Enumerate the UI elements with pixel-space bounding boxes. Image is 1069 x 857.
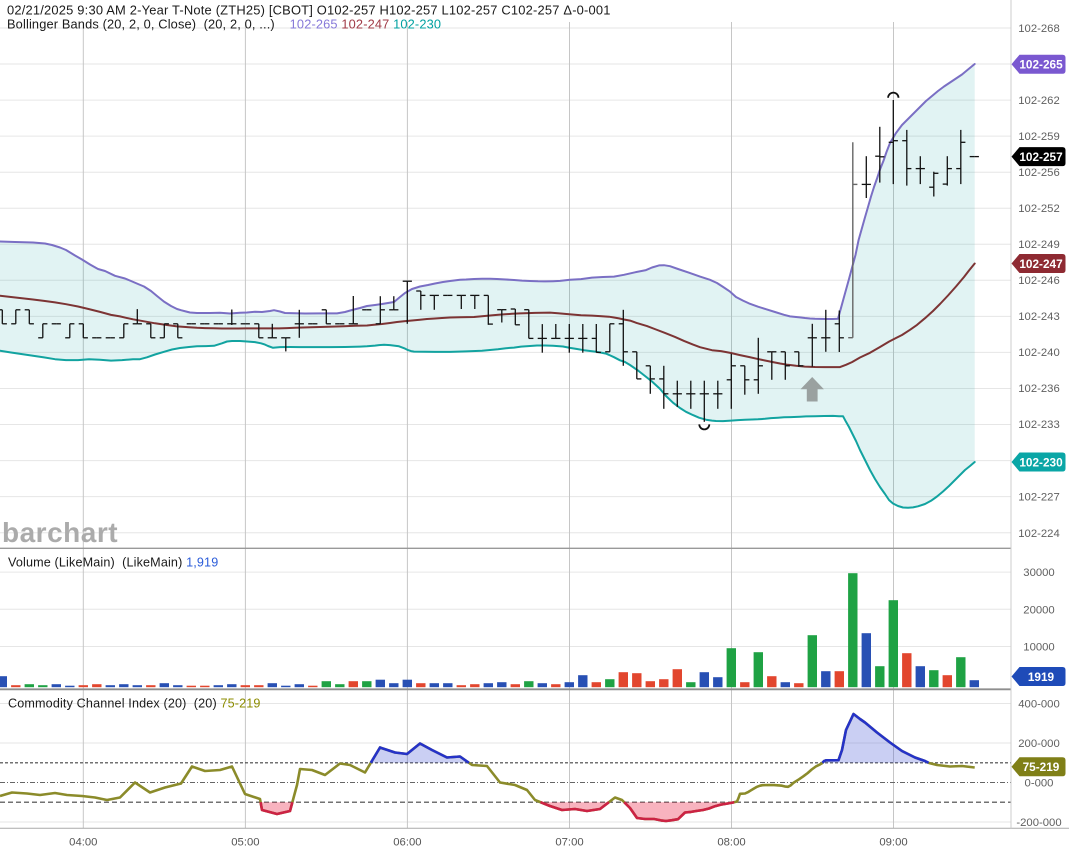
svg-text:102-247: 102-247 <box>1019 257 1063 271</box>
svg-text:102-233: 102-233 <box>1018 419 1059 431</box>
svg-text:102-259: 102-259 <box>1018 131 1059 143</box>
svg-text:102-227: 102-227 <box>1018 492 1059 504</box>
svg-text:Volume (LikeMain) (LikeMain): Volume (LikeMain) (LikeMain) 1,919 <box>8 556 218 570</box>
svg-text:400-000: 400-000 <box>1018 699 1059 711</box>
svg-text:102-246: 102-246 <box>1018 275 1059 287</box>
svg-text:20000: 20000 <box>1023 604 1054 616</box>
svg-text:30000: 30000 <box>1023 567 1054 579</box>
svg-text:-200-000: -200-000 <box>1016 817 1061 829</box>
svg-text:102-252: 102-252 <box>1018 203 1059 215</box>
svg-text:102-268: 102-268 <box>1018 23 1059 35</box>
svg-text:1919: 1919 <box>1028 670 1055 684</box>
svg-text:102-224: 102-224 <box>1018 528 1059 540</box>
svg-text:200-000: 200-000 <box>1018 738 1059 750</box>
svg-text:barchart: barchart <box>2 517 118 548</box>
svg-text:06:00: 06:00 <box>393 837 421 849</box>
svg-text:08:00: 08:00 <box>717 837 745 849</box>
svg-text:04:00: 04:00 <box>69 837 97 849</box>
svg-text:102-240: 102-240 <box>1018 347 1059 359</box>
svg-text:0-000: 0-000 <box>1025 778 1054 790</box>
svg-text:75-219: 75-219 <box>1023 760 1060 774</box>
svg-text:102-262: 102-262 <box>1018 95 1059 107</box>
svg-text:Bollinger Bands (20, 2, 0, Clo: Bollinger Bands (20, 2, 0, Close) (20, 2… <box>7 17 441 32</box>
svg-text:02/21/2025 9:30 AM 2-Year T-No: 02/21/2025 9:30 AM 2-Year T-Note (ZTH25)… <box>7 3 611 18</box>
svg-text:09:00: 09:00 <box>879 837 907 849</box>
svg-text:102-236: 102-236 <box>1018 383 1059 395</box>
svg-text:102-265: 102-265 <box>1019 58 1063 72</box>
svg-text:Commodity Channel Index (20): Commodity Channel Index (20) (20) 75-219 <box>8 697 261 711</box>
svg-text:102-249: 102-249 <box>1018 239 1059 251</box>
svg-text:102-257: 102-257 <box>1019 150 1063 164</box>
svg-text:102-243: 102-243 <box>1018 311 1059 323</box>
svg-text:102-256: 102-256 <box>1018 167 1059 179</box>
svg-text:10000: 10000 <box>1023 642 1054 654</box>
svg-text:102-230: 102-230 <box>1019 455 1063 469</box>
svg-text:05:00: 05:00 <box>231 837 259 849</box>
svg-text:07:00: 07:00 <box>555 837 583 849</box>
